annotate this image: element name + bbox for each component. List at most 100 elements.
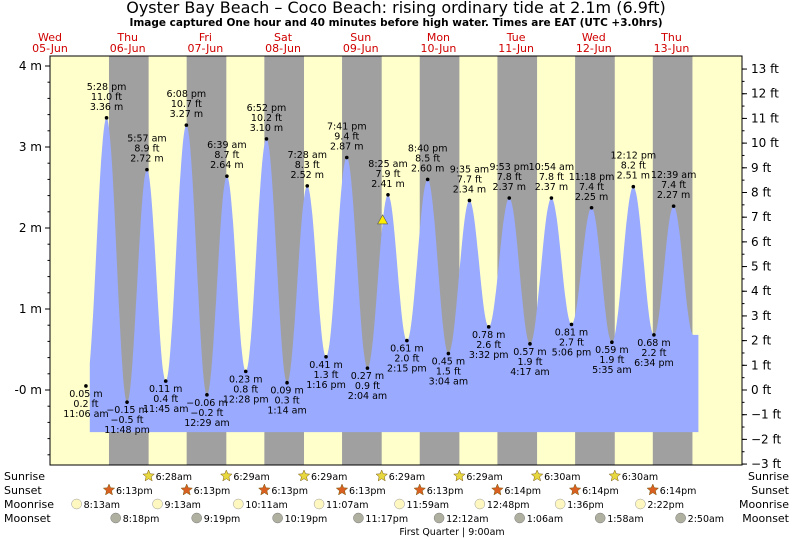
row-labels: Sunrise Sunset Moonrise Moonset Sunrise … — [4, 470, 790, 525]
high-tide-label: 7.4 ft — [661, 180, 686, 191]
high-tide-label: 2.37 m — [493, 182, 526, 193]
high-tide-label: 2.52 m — [291, 170, 324, 181]
moonset-icon — [514, 512, 525, 524]
low-tide-point — [365, 366, 370, 370]
low-tide-point — [405, 338, 409, 343]
low-tide-label: 2.0 ft — [394, 354, 419, 365]
moonrise-time: 11:59am — [407, 500, 449, 511]
high-tide-label: 7.9 ft — [375, 169, 400, 180]
sunset-icon — [180, 483, 194, 496]
moon-phase-label: First Quarter | 9:00am — [399, 527, 504, 538]
moonset-label-right: Moonset — [742, 512, 789, 525]
high-tide-label: 6:39 am — [207, 140, 246, 151]
high-tide-label: 8:40 pm — [408, 143, 448, 154]
sunset-time: 6:13pm — [349, 486, 386, 497]
high-tide-label: 2.87 m — [330, 142, 363, 153]
low-tide-label: 0.61 m — [390, 344, 423, 355]
high-tide-label: 2.51 m — [617, 171, 650, 182]
low-tide-label: 11:06 am — [63, 409, 108, 420]
high-tide-point — [104, 116, 109, 120]
sunset-icon — [568, 483, 582, 496]
low-tide-label: 0.3 ft — [275, 396, 300, 407]
low-tide-label: 0.11 m — [149, 384, 182, 395]
tide-area — [89, 118, 699, 433]
low-tide-label: 11:45 am — [143, 404, 188, 415]
low-tide-label: 5:35 am — [592, 365, 631, 376]
day-date-label: 11-Jun — [498, 42, 534, 55]
moonset-time: 11:17pm — [365, 514, 408, 525]
high-tide-point — [671, 204, 676, 208]
sunrise-time: 6:29am — [233, 472, 269, 483]
day-date-label: 05-Jun — [32, 42, 68, 55]
sunrise-time: 6:29am — [389, 472, 425, 483]
high-tide-label: 7.8 ft — [539, 172, 564, 183]
right-tick-label: 13 ft — [751, 62, 779, 76]
left-tick-label: 1 m — [19, 302, 42, 316]
right-tick-label: 1 ft — [751, 358, 771, 372]
high-tide-label: 8.5 ft — [415, 153, 440, 164]
low-tide-label: 0.68 m — [637, 338, 670, 349]
high-tide-label: 9.4 ft — [334, 132, 359, 143]
day-name-label: Mon — [427, 31, 450, 44]
sunset-time: 6:13pm — [427, 486, 464, 497]
day-name-label: Wed — [38, 31, 62, 44]
sunrise-icon — [375, 469, 389, 482]
sunrise-label-left: Sunrise — [4, 470, 45, 483]
moonset-icon — [272, 512, 283, 524]
high-tide-label: 3.27 m — [170, 109, 203, 120]
low-tide-label: 0.78 m — [472, 330, 505, 341]
day-date-label: 12-Jun — [576, 42, 612, 55]
high-tide-label: 8.9 ft — [134, 144, 159, 155]
high-tide-label: 9:53 pm — [489, 162, 529, 173]
low-tide-label: −0.06 m — [186, 398, 227, 409]
day-name-label: Thu — [660, 31, 682, 44]
day-name-label: Sun — [350, 31, 371, 44]
moonrise-icon — [71, 498, 82, 510]
sunset-icon — [102, 483, 116, 496]
moonrise-time: 11:07am — [326, 500, 368, 511]
moonset-time: 10:19pm — [285, 514, 328, 525]
high-tide-label: 8.3 ft — [295, 160, 320, 171]
high-tide-label: 3.36 m — [90, 102, 123, 113]
high-tide-label: 2.64 m — [210, 160, 243, 171]
low-tide-label: 2.2 ft — [641, 348, 666, 359]
high-tide-label: 9:35 am — [450, 164, 489, 175]
moonrise-time: 1:36pm — [567, 500, 604, 511]
sunset-time: 6:13pm — [116, 486, 153, 497]
sunrise-time: 6:30am — [622, 472, 658, 483]
high-tide-point — [589, 205, 594, 210]
day-date-label: 06-Jun — [110, 42, 146, 55]
sunset-icon — [257, 483, 271, 496]
moonset-time: 1:58am — [607, 514, 643, 525]
moonset-icon — [594, 512, 606, 524]
low-tide-label: 2.7 ft — [559, 337, 584, 348]
high-tide-point — [225, 174, 229, 178]
high-tide-label: 2.34 m — [453, 184, 486, 195]
day-date-label: 13-Jun — [654, 42, 690, 55]
low-tide-point — [486, 325, 491, 329]
high-tide-point — [386, 192, 390, 197]
low-tide-label: −0.5 ft — [111, 415, 144, 426]
right-tick-label: 8 ft — [751, 185, 771, 199]
low-tide-label: 3:32 pm — [469, 350, 509, 361]
low-tide-label: 0.2 ft — [73, 399, 98, 410]
low-tide-label: 5:06 pm — [552, 347, 592, 358]
high-tide-label: 2.37 m — [535, 182, 568, 193]
right-tick-label: 6 ft — [751, 235, 771, 249]
sunset-label-right: Sunset — [751, 484, 789, 497]
moonrise-icon — [233, 498, 244, 510]
low-tide-label: 1:16 pm — [306, 380, 346, 391]
low-tide-label: 1.9 ft — [599, 355, 624, 366]
day-date-label: 08-Jun — [265, 42, 301, 55]
day-name-label: Wed — [582, 31, 606, 44]
high-tide-label: 3.10 m — [250, 123, 283, 134]
low-tide-label: 11:48 pm — [104, 425, 150, 436]
low-tide-label: 1.5 ft — [436, 367, 461, 378]
moonrise-icon — [554, 498, 566, 510]
high-tide-point — [549, 196, 554, 200]
left-tick-label: 4 m — [19, 59, 42, 73]
low-tide-point — [243, 369, 248, 374]
sunset-icon — [646, 483, 660, 496]
low-tide-point — [84, 384, 88, 388]
